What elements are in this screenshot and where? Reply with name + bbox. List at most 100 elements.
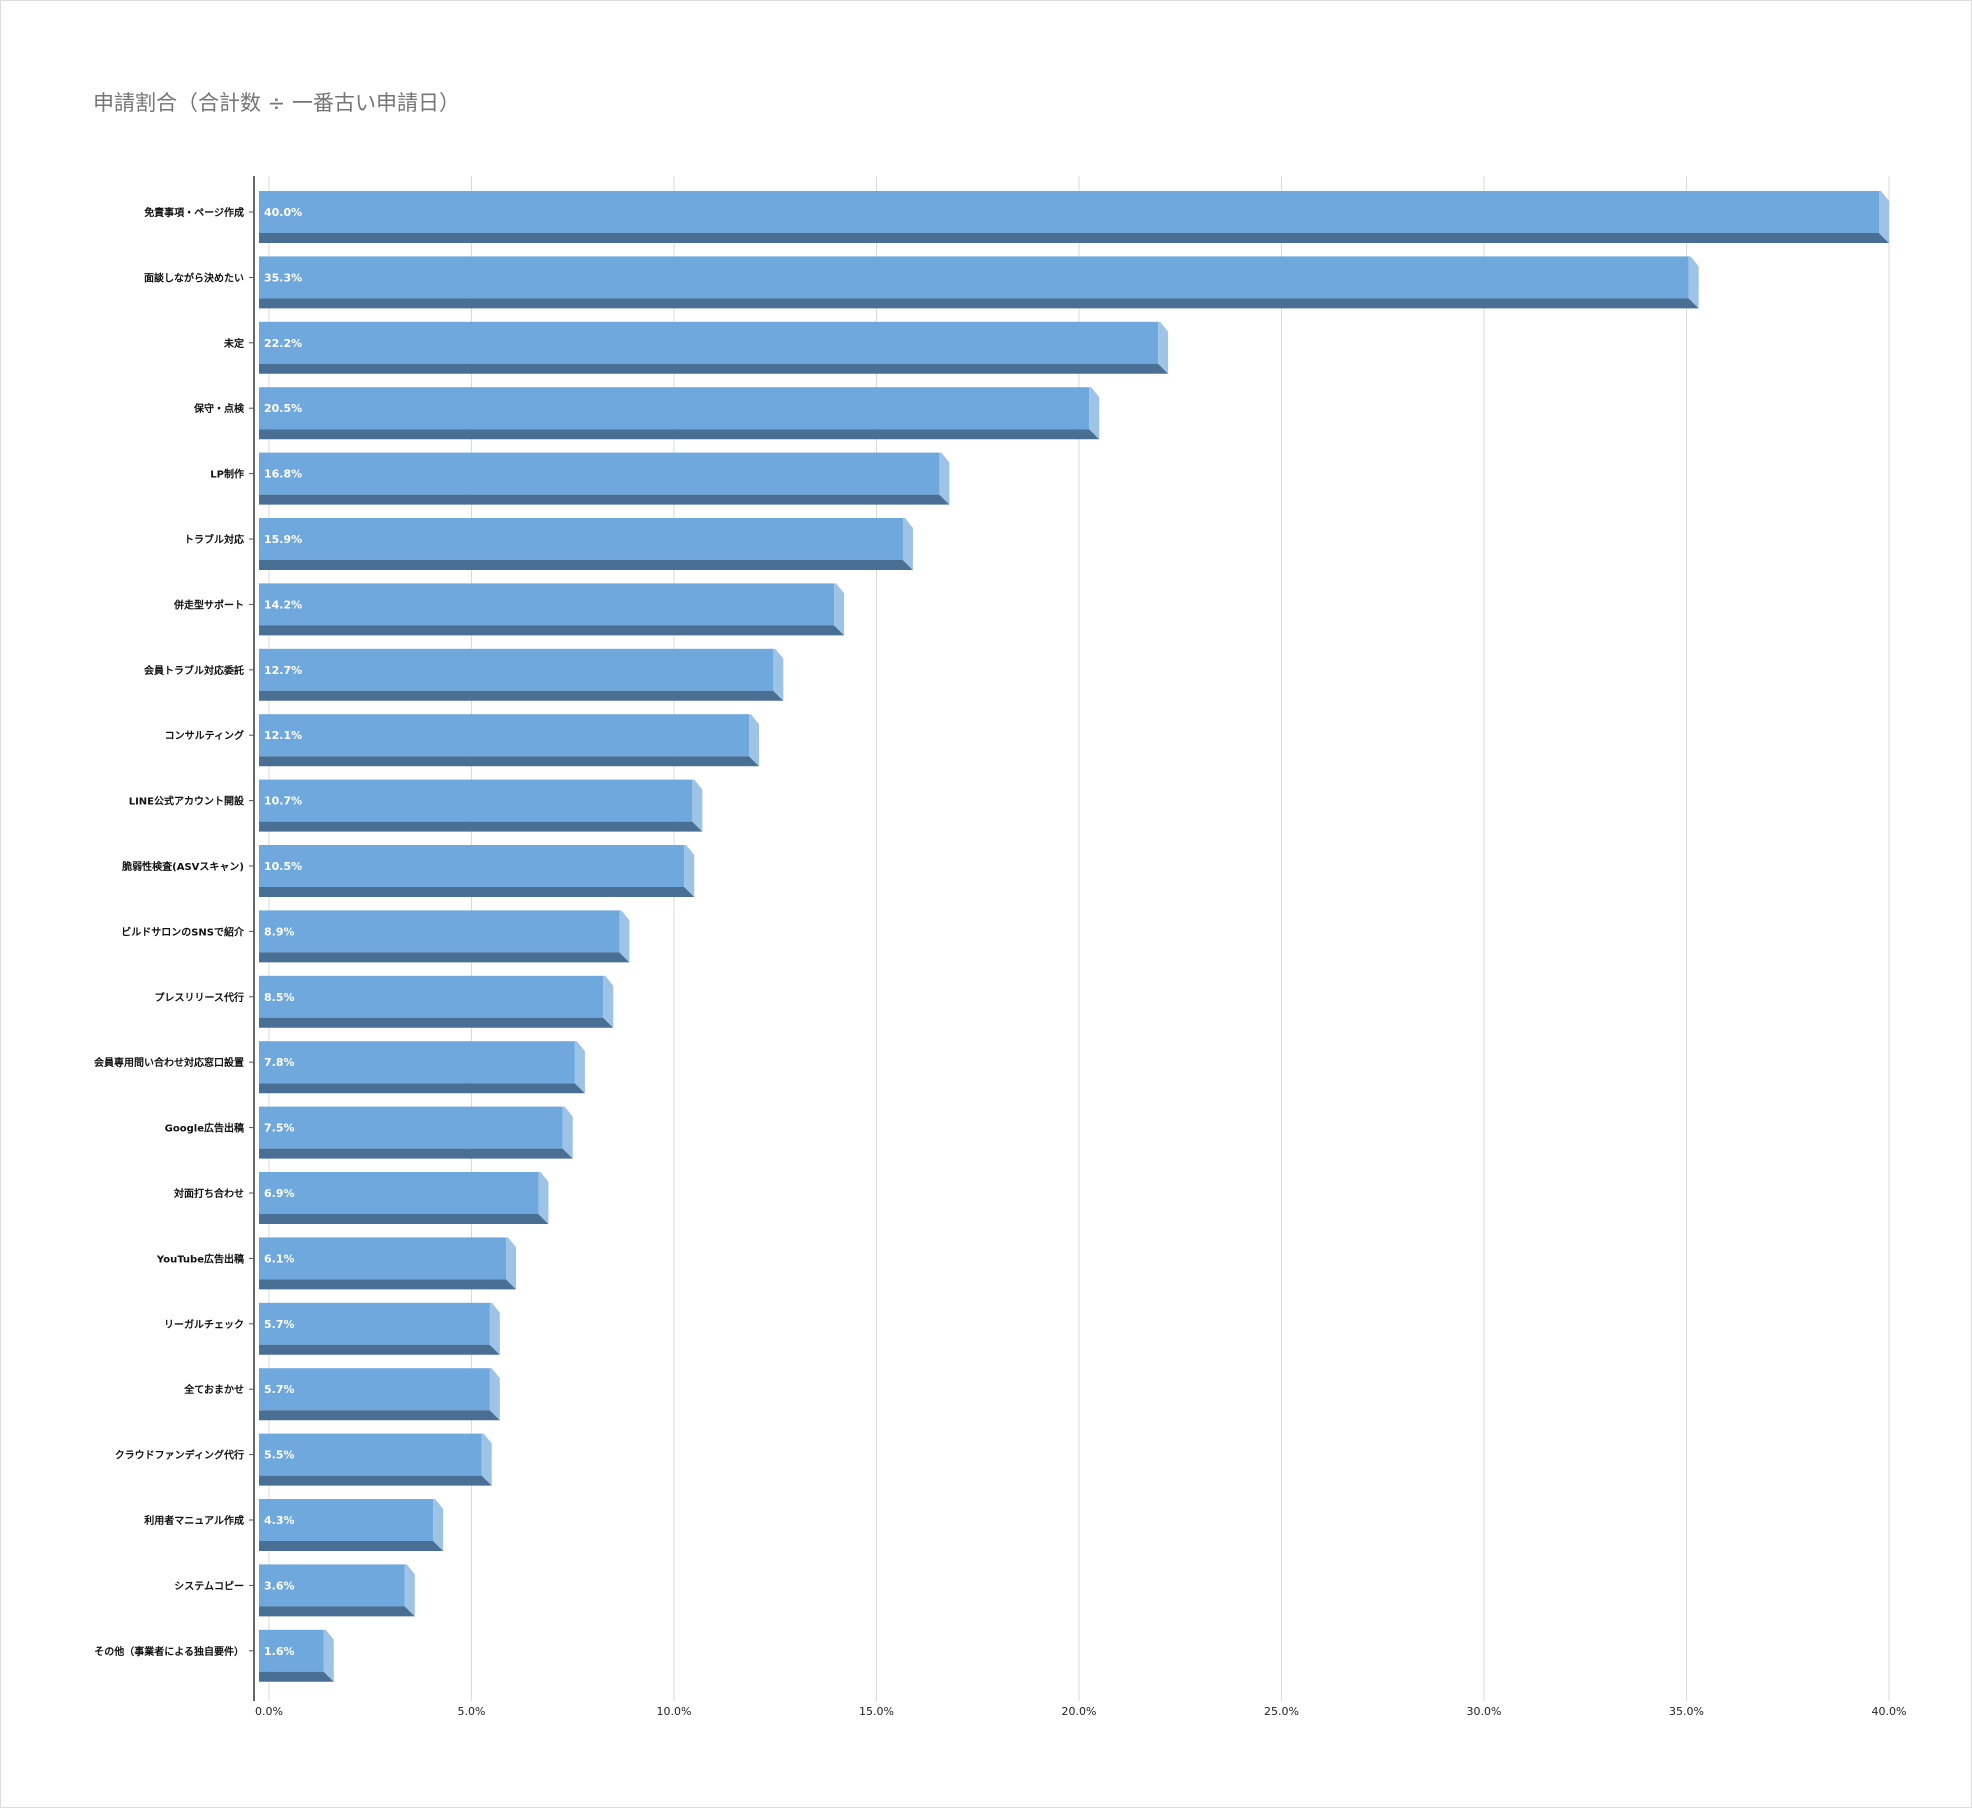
x-tick-label: 15.0% <box>859 1705 894 1718</box>
x-tick-label: 40.0% <box>1872 1705 1907 1718</box>
bar-bottom-face <box>259 560 913 570</box>
bar <box>259 910 620 953</box>
bar-side-face <box>834 583 845 636</box>
x-tick-label: 25.0% <box>1264 1705 1299 1718</box>
bar <box>259 518 903 560</box>
bar <box>259 845 685 887</box>
bar-group: 22.2% <box>259 321 1169 374</box>
bar-bottom-face <box>259 1148 573 1159</box>
data-label: 10.7% <box>264 795 302 808</box>
bar-bottom-face <box>259 690 784 701</box>
bar <box>259 1629 324 1672</box>
data-label: 5.7% <box>264 1383 295 1396</box>
bar-side-face <box>574 1041 585 1094</box>
bar-side-face <box>603 975 614 1028</box>
bar-group: 10.7% <box>259 779 703 832</box>
bar-bottom-face <box>259 1541 444 1551</box>
axes: 0.0% 5.0% 10.0% 15.0% 20.0% 25.0% 30.0% 35.0% 40… <box>94 176 1906 1718</box>
data-label: 6.1% <box>264 1252 295 1265</box>
bar-group: 14.2% <box>259 583 845 636</box>
category-label: ビルドサロンのSNSで紹介 <box>121 925 245 938</box>
bar-side-face <box>1089 387 1100 440</box>
data-label: 5.5% <box>264 1449 295 1462</box>
bar-group: 7.8% <box>259 1041 585 1094</box>
bar <box>259 975 604 1018</box>
bar-group: 20.5% <box>259 387 1100 440</box>
bar-bottom-face <box>259 1017 614 1028</box>
bar-group: 35.3% <box>259 256 1699 309</box>
x-tick-label: 20.0% <box>1062 1705 1097 1718</box>
bar-side-face <box>433 1499 444 1551</box>
bar-side-face <box>562 1106 573 1159</box>
bar-side-face <box>404 1564 415 1617</box>
bar <box>259 1237 507 1280</box>
bar-side-face <box>1688 256 1699 309</box>
data-label: 6.9% <box>264 1187 295 1200</box>
bar-group: 12.7% <box>259 648 784 701</box>
bar <box>259 583 835 626</box>
bar-bottom-face <box>259 1671 334 1682</box>
bar-bottom-face <box>259 1344 500 1355</box>
bar-group: 16.8% <box>259 452 950 505</box>
data-label: 8.9% <box>264 925 295 938</box>
data-label: 12.1% <box>264 729 302 742</box>
bars: 40.0% 35.3% 22.2% 20.5% 16.8% 15.9% 14.2% 12.7%… <box>259 191 1889 1682</box>
bar-side-face <box>481 1433 492 1486</box>
bar-group: 8.9% <box>259 910 630 963</box>
bar-side-face <box>939 452 950 505</box>
bar-side-face <box>489 1368 500 1421</box>
category-label: 面談しながら決めたい <box>144 271 244 284</box>
bar-bottom-face <box>259 756 760 767</box>
bar-side-face <box>773 648 784 701</box>
bar <box>259 1564 405 1607</box>
data-label: 14.2% <box>264 598 302 611</box>
bar-bottom-face <box>259 363 1169 374</box>
bar <box>259 1302 490 1345</box>
bar <box>259 452 940 495</box>
data-label: 8.5% <box>264 991 295 1004</box>
data-label: 40.0% <box>264 206 302 219</box>
bar-side-face <box>1879 191 1889 243</box>
data-label: 7.8% <box>264 1056 295 1069</box>
bar-bottom-face <box>259 1214 549 1224</box>
bar-bottom-face <box>259 1606 415 1617</box>
bar-side-face <box>506 1237 517 1290</box>
bar-side-face <box>323 1629 334 1682</box>
bar-side-face <box>619 910 630 963</box>
category-label: LINE公式アカウント開設 <box>129 795 245 808</box>
category-label: 利用者マニュアル作成 <box>144 1514 244 1527</box>
bar-bottom-face <box>259 1083 585 1094</box>
x-tick-label: 30.0% <box>1467 1705 1502 1718</box>
bar-group: 4.3% <box>259 1499 444 1551</box>
bar-side-face <box>684 845 695 897</box>
category-label: 併走型サポート <box>173 598 244 611</box>
bar <box>259 1041 575 1084</box>
bar-group: 7.5% <box>259 1106 573 1159</box>
bar <box>259 321 1159 364</box>
bar-group: 5.7% <box>259 1302 500 1355</box>
bar-group: 40.0% <box>259 191 1889 243</box>
data-label: 3.6% <box>264 1579 295 1592</box>
bar <box>259 1433 482 1476</box>
bar-bottom-face <box>259 625 845 636</box>
bar-bottom-face <box>259 1475 492 1486</box>
bar-side-face <box>749 714 760 767</box>
bar <box>259 1172 539 1214</box>
data-label: 20.5% <box>264 402 302 415</box>
category-label: 未定 <box>223 337 244 350</box>
bar-group: 6.9% <box>259 1172 549 1224</box>
bar-bottom-face <box>259 298 1699 309</box>
category-label: トラブル対応 <box>184 533 244 546</box>
bar-group: 5.5% <box>259 1433 492 1486</box>
bar-group: 1.6% <box>259 1629 334 1682</box>
category-label: プレスリリース代行 <box>155 991 245 1004</box>
bar <box>259 1499 434 1541</box>
category-label: 全ておまかせ <box>183 1383 244 1396</box>
bar-side-face <box>538 1172 549 1224</box>
chart-title: 申請割合（合計数 ÷ 一番古い申請日） <box>93 91 460 115</box>
data-label: 16.8% <box>264 468 302 481</box>
data-label: 22.2% <box>264 337 302 350</box>
bar-bottom-face <box>259 887 695 897</box>
bar <box>259 714 750 757</box>
